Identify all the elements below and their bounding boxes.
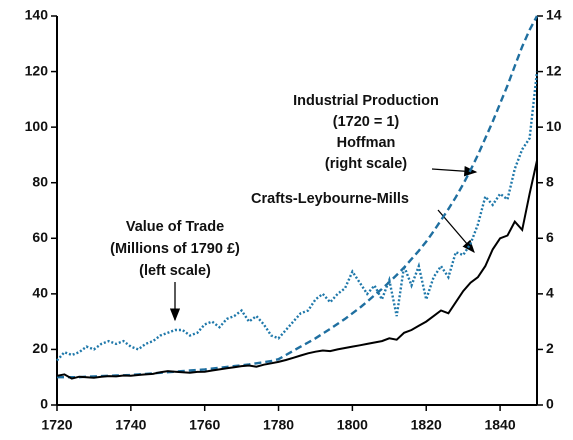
x-tick-label: 1820 — [411, 417, 442, 433]
y2-tick-label: 8 — [546, 173, 554, 189]
annotation: Hoffman — [337, 135, 396, 151]
y-tick-label: 20 — [32, 340, 48, 356]
y2-tick-label: 4 — [546, 285, 554, 301]
annotation: (right scale) — [325, 156, 407, 172]
x-tick-label: 1800 — [337, 417, 368, 433]
annotation: (left scale) — [139, 263, 211, 279]
y-tick-label: 120 — [25, 62, 49, 78]
x-tick-label: 1780 — [263, 417, 294, 433]
y-tick-label: 60 — [32, 229, 48, 245]
x-tick-label: 1840 — [484, 417, 515, 433]
y2-tick-label: 12 — [546, 62, 562, 78]
y-tick-label: 40 — [32, 285, 48, 301]
y2-tick-label: 14 — [546, 7, 562, 23]
annotation: Crafts-Leybourne-Mills — [251, 191, 409, 207]
annotation: Industrial Production — [293, 93, 439, 109]
y2-tick-label: 0 — [546, 396, 554, 412]
arrow — [431, 166, 478, 177]
y2-tick-label: 2 — [546, 340, 554, 356]
annotation: (1720 = 1) — [333, 114, 400, 130]
y2-tick-label: 10 — [546, 118, 562, 134]
annotation: (Millions of 1790 £) — [110, 241, 240, 257]
series-line — [56, 160, 538, 380]
x-tick-label: 1740 — [115, 417, 146, 433]
y-tick-label: 100 — [25, 118, 49, 134]
y-tick-label: 80 — [32, 173, 48, 189]
y-tick-label: 0 — [40, 396, 48, 412]
annotation: Value of Trade — [126, 219, 224, 235]
series-line — [56, 71, 539, 362]
y-tick-label: 140 — [25, 7, 49, 23]
x-tick-label: 1760 — [189, 417, 220, 433]
x-tick-label: 1720 — [41, 417, 72, 433]
y2-tick-label: 6 — [546, 229, 554, 245]
